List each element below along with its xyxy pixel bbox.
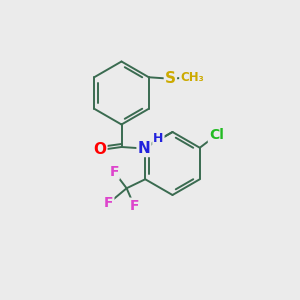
Text: Cl: Cl (209, 128, 224, 142)
Text: F: F (109, 165, 119, 179)
Text: O: O (93, 142, 106, 158)
Text: S: S (165, 71, 176, 86)
Text: F: F (129, 199, 139, 213)
Text: N: N (138, 141, 150, 156)
Text: CH₃: CH₃ (180, 71, 204, 84)
Text: H: H (153, 132, 164, 146)
Text: F: F (104, 196, 113, 210)
